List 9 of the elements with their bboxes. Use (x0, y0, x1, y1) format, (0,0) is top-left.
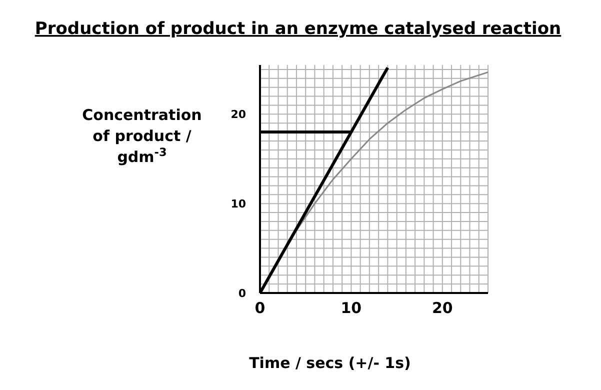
x-tick-label: 0 (254, 299, 266, 317)
y-tick-label: 10 (230, 198, 246, 211)
y-tick-label: 0 (238, 287, 246, 300)
x-axis-title: Time / secs (+/- 1s) (249, 354, 411, 372)
x-tick-label: 10 (340, 299, 362, 317)
y-axis-title: Concentration of product / gdm$^{-3}$ (82, 106, 202, 166)
y-tick-label: 20 (230, 108, 246, 122)
chart-title: Production of product in an enzyme catalysed reaction (34, 19, 562, 39)
x-tick-label: 20 (432, 299, 453, 317)
